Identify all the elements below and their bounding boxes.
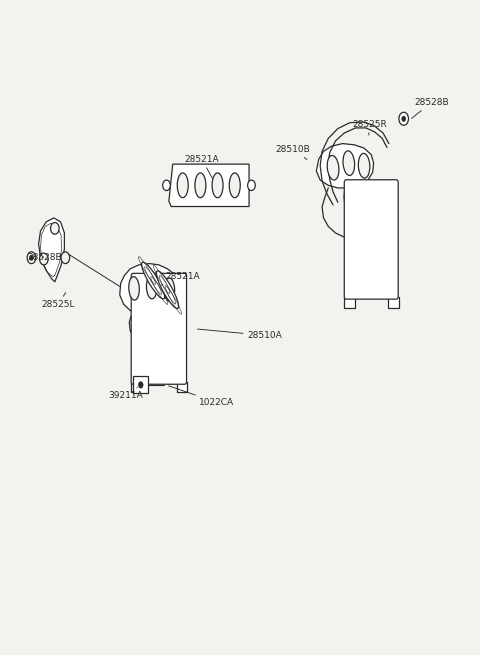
Ellipse shape — [229, 173, 240, 198]
Text: 1022CA: 1022CA — [168, 386, 235, 407]
Text: 39211A: 39211A — [108, 388, 143, 400]
Ellipse shape — [358, 153, 370, 178]
Text: 28525R: 28525R — [352, 119, 387, 135]
Ellipse shape — [129, 276, 139, 300]
Circle shape — [399, 112, 408, 125]
Polygon shape — [38, 218, 64, 282]
Ellipse shape — [177, 173, 188, 198]
Circle shape — [402, 116, 406, 121]
Ellipse shape — [146, 275, 157, 299]
Ellipse shape — [343, 151, 355, 176]
Polygon shape — [344, 297, 355, 309]
FancyBboxPatch shape — [344, 179, 398, 299]
Circle shape — [50, 223, 59, 234]
Text: 28521A: 28521A — [184, 155, 219, 178]
Ellipse shape — [327, 155, 339, 180]
Polygon shape — [131, 382, 141, 392]
Polygon shape — [120, 263, 182, 316]
Text: 28510B: 28510B — [276, 145, 311, 160]
Circle shape — [248, 180, 255, 191]
Ellipse shape — [164, 278, 175, 301]
Circle shape — [163, 180, 170, 191]
Ellipse shape — [212, 173, 223, 198]
Ellipse shape — [195, 173, 206, 198]
Circle shape — [61, 252, 70, 263]
Circle shape — [27, 252, 36, 263]
Text: 28528B: 28528B — [28, 253, 62, 261]
Text: 28510A: 28510A — [197, 329, 282, 340]
Polygon shape — [169, 164, 249, 206]
Text: 28525L: 28525L — [41, 293, 74, 309]
Polygon shape — [316, 143, 373, 188]
Text: 28528B: 28528B — [411, 98, 449, 119]
Circle shape — [30, 255, 34, 260]
Polygon shape — [177, 382, 187, 392]
Circle shape — [138, 382, 143, 388]
Text: 28521A: 28521A — [161, 272, 200, 285]
Circle shape — [39, 253, 48, 265]
Ellipse shape — [142, 262, 165, 299]
FancyBboxPatch shape — [131, 273, 187, 384]
Polygon shape — [388, 297, 399, 309]
Ellipse shape — [156, 271, 179, 309]
Bar — [133, 377, 148, 394]
